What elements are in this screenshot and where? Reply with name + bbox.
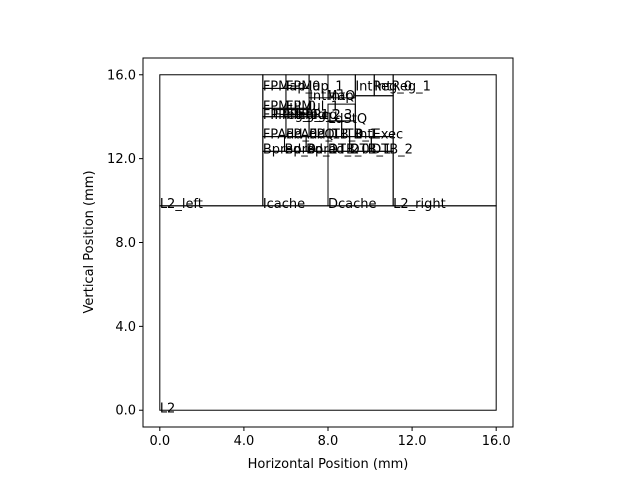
block-label-fpreg-1: FPReg_1 [274, 108, 329, 123]
block-label-bpred-2: Bpred_2 [306, 142, 359, 157]
block-label-fpreg-3: FPReg_3 [298, 108, 353, 123]
x-tick-label: 4.0 [234, 434, 255, 449]
block-label-fpq: FPQ [309, 128, 335, 143]
block-label-intmap: IntMap [309, 89, 354, 104]
block-label-fpadd-1: FPAdd_1 [286, 128, 340, 143]
block-l2-left [159, 74, 264, 207]
block-label-fpmap-0: FPMap_0 [263, 79, 321, 94]
block-label-bpred-1: Bpred_1 [284, 142, 337, 157]
x-tick-label: 0.0 [149, 434, 170, 449]
block-label-intreg-1: IntReg_1 [374, 79, 431, 94]
block-l2 [159, 205, 497, 411]
plot-area: L2 L2_left Icache Dcache L2_right Bpred_0Bpre… [159, 74, 497, 416]
x-axis-label: Horizontal Position (mm) [248, 457, 409, 472]
block-label-l2: L2 [160, 401, 176, 416]
block-label-ldstq: LdStQ [328, 112, 367, 127]
y-tick-label: 12.0 [107, 152, 136, 167]
block-label-intexec: IntExec [355, 128, 403, 143]
x-tick-label: 12.0 [398, 434, 427, 449]
block-label-itb-1: ITB_1 [342, 128, 377, 143]
y-tick-label: 4.0 [115, 320, 136, 335]
block-label-icache: Icache [263, 197, 305, 212]
block-label-dtb-2: DTB_2 [371, 142, 413, 157]
block-label-l2-left: L2_left [160, 197, 203, 212]
y-axis-label: Vertical Position (mm) [82, 170, 97, 313]
block-label-fpmul-1: FPMul_1 [286, 99, 339, 114]
block-intexec [354, 95, 394, 138]
block-label-intq: IntQ [328, 89, 355, 104]
block-label-bpred-0: Bpred_0 [263, 142, 316, 157]
block-label-dtb-0: DTB_0 [328, 142, 370, 157]
x-tick-label: 16.0 [482, 434, 511, 449]
block-label-dcache: Dcache [328, 197, 377, 212]
y-tick-label: 8.0 [115, 236, 136, 251]
block-label-l2-right: L2_right [393, 197, 446, 212]
block-label-fpadd-0: FPAdd_0 [263, 128, 317, 143]
axes: Horizontal Position (mm) Vertical Positi… [82, 57, 514, 472]
x-tick-label: 8.0 [318, 434, 339, 449]
block-label-intreg-0: IntReg_0 [355, 79, 412, 94]
block-label-dtb-1: DTB_1 [350, 142, 392, 157]
y-tick-label: 0.0 [115, 404, 136, 419]
y-tick-label: 16.0 [107, 68, 136, 83]
block-label-fpreg-0: FPReg_0 [263, 108, 318, 123]
block-label-fpmul-0: FPMul_0 [263, 99, 316, 114]
block-label-fpmap-1: FPMap_1 [286, 79, 344, 94]
block-label-itb-0: ITB_0 [328, 128, 363, 143]
block-label-fpreg-2: FPReg_2 [286, 108, 341, 123]
